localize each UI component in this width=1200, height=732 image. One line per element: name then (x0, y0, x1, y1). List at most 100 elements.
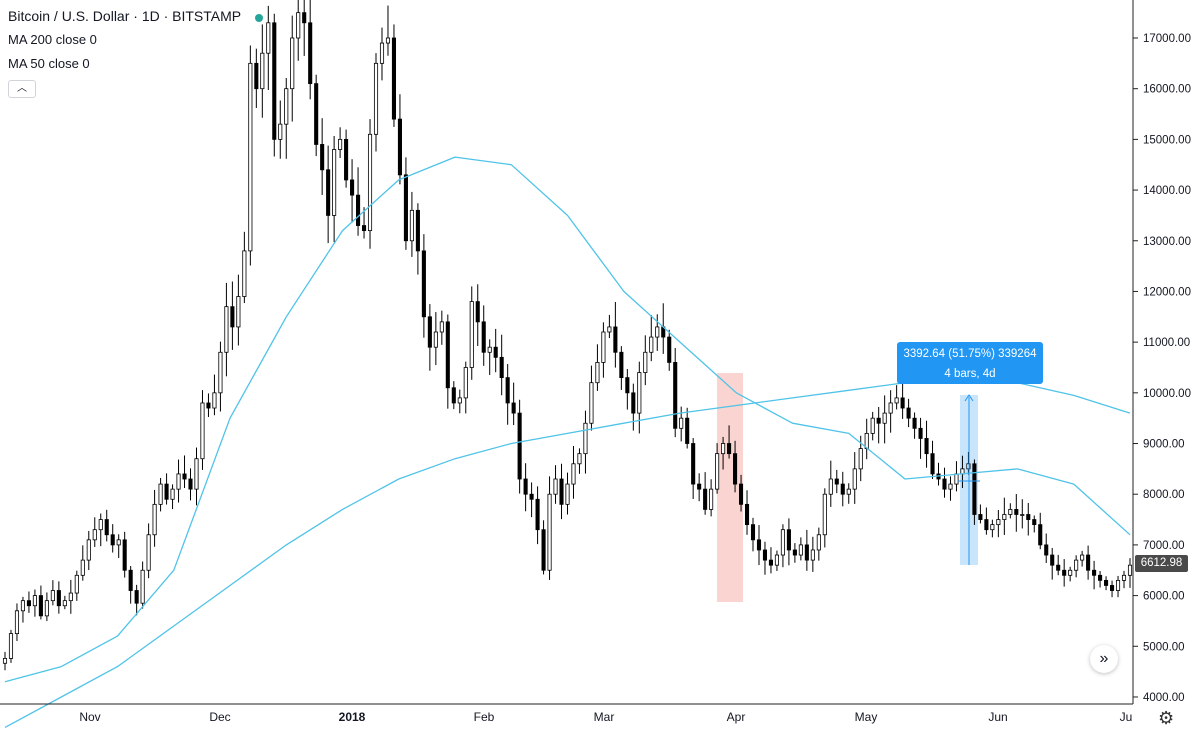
candle-body (218, 351, 223, 394)
candle-body (62, 600, 67, 607)
candle-body (433, 331, 438, 348)
candle-body (344, 138, 349, 181)
candle-body (361, 225, 367, 232)
candle-body (242, 250, 247, 297)
candle-body (32, 595, 37, 607)
candle-body (948, 483, 953, 490)
candle-body (1104, 579, 1109, 586)
candle-body (1062, 569, 1067, 576)
candle-body (643, 351, 648, 373)
candle-body (547, 493, 552, 571)
candle-body (475, 301, 480, 323)
candle-body (86, 539, 91, 561)
candle-body (98, 519, 103, 531)
candle-body (367, 133, 373, 232)
ma50-legend[interactable]: MA 50 close 0 (8, 56, 90, 71)
scroll-to-realtime-button[interactable]: » (1090, 645, 1118, 673)
candle-body (709, 488, 714, 510)
candle-body (421, 250, 426, 318)
candle-body (68, 592, 73, 602)
candle-body (798, 544, 803, 556)
candle-body (415, 209, 420, 252)
candle-body (768, 559, 774, 566)
candle-body (373, 62, 379, 135)
measure-arrow (958, 394, 980, 565)
candle-body (511, 402, 516, 414)
candle-body (565, 483, 570, 505)
candle-body (122, 539, 127, 571)
candle-body (756, 539, 762, 551)
candle-body (816, 534, 821, 551)
candle-body (170, 488, 175, 500)
y-tick-label: 11000.00 (1143, 337, 1190, 349)
candle-body (284, 88, 289, 125)
candle-body (427, 316, 432, 348)
candle-body (523, 478, 528, 495)
price-axis[interactable]: 4000.00 5000.00 6000.00 7000.00 8000.00 9000.… (1133, 33, 1191, 704)
candle-body (266, 22, 271, 54)
candle-body (774, 554, 779, 566)
y-tick-label: 10000.00 (1143, 388, 1191, 400)
candle-body (750, 524, 756, 541)
candle-body (553, 478, 558, 495)
x-tick-label: Mar (594, 710, 615, 724)
x-tick-label: May (855, 710, 878, 724)
candle-body (469, 301, 474, 368)
candle-body (176, 473, 181, 490)
candle-body (715, 453, 720, 490)
candle-body (397, 118, 402, 176)
candle-body (272, 22, 277, 140)
settings-gear-button[interactable]: ⚙ (1158, 708, 1174, 729)
time-axis[interactable]: Nov Dec 2018 Feb Mar Apr May Jun Ju (79, 710, 1132, 724)
candle-body (840, 483, 845, 495)
candle-body (780, 529, 785, 556)
symbol-title[interactable]: Bitcoin / U.S. Dollar · 1D · BITSTAMP (8, 8, 242, 24)
candle-body (900, 397, 905, 409)
candle-body (182, 473, 187, 480)
candle-body (206, 402, 211, 409)
candle-body (152, 503, 157, 536)
candle-body (1038, 524, 1043, 546)
candle-body (230, 306, 235, 328)
candle-body (290, 37, 295, 90)
x-tick-label: Feb (474, 710, 495, 724)
candle-body (559, 478, 564, 505)
x-tick-label: Dec (209, 710, 230, 724)
candle-body (1050, 554, 1055, 566)
y-tick-label: 6000.00 (1143, 591, 1185, 603)
highlight-layer (717, 373, 978, 602)
candle-body (1020, 514, 1025, 516)
candle-body (254, 62, 259, 90)
candle-body (535, 498, 540, 531)
candle-body (613, 326, 618, 353)
candle-body (8, 633, 14, 659)
collapse-legend-button[interactable]: ︿ (8, 80, 36, 98)
candle-body (194, 458, 199, 490)
candle-body (846, 488, 851, 495)
candle-body (673, 362, 678, 429)
candle-body (577, 453, 582, 465)
x-tick-label: Jun (988, 710, 1007, 724)
y-tick-label: 7000.00 (1143, 540, 1185, 552)
candle-body (439, 321, 444, 333)
candle-body (912, 417, 917, 429)
y-tick-label: 9000.00 (1143, 439, 1185, 451)
ma200-legend[interactable]: MA 200 close 0 (8, 32, 97, 47)
candle-body (445, 321, 450, 389)
symbol-row[interactable]: Bitcoin / U.S. Dollar · 1D · BITSTAMP (8, 6, 263, 30)
candle-body (703, 488, 708, 510)
candle-body (2, 658, 8, 664)
market-status-dot-icon (254, 13, 263, 22)
candle-body (493, 346, 498, 358)
chart-legend: Bitcoin / U.S. Dollar · 1D · BITSTAMP MA… (8, 6, 263, 98)
candle-body (1127, 564, 1133, 576)
candle-body (409, 209, 414, 242)
candle-body (738, 483, 744, 505)
measure-tooltip: 3392.64 (51.75%) 339264 4 bars, 4d (897, 342, 1043, 384)
candle-body (972, 463, 977, 515)
candle-body (505, 377, 510, 404)
candle-body (326, 169, 331, 216)
candle-body (140, 569, 145, 604)
candle-body (338, 138, 343, 150)
